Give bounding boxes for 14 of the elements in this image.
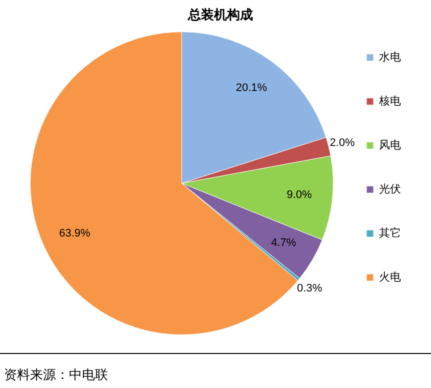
chart-title: 总装机构成 [187, 7, 253, 24]
legend-label: 核电 [378, 94, 401, 108]
legend-label: 其它 [379, 226, 401, 240]
data-label: 9.0% [286, 189, 312, 202]
data-label: 0.3% [297, 282, 322, 294]
data-label: 2.0% [330, 137, 356, 150]
data-label: 63.9% [59, 227, 91, 240]
data-label: 4.7% [271, 237, 296, 250]
text: 资料来源：中电联 [3, 367, 109, 384]
legend-label: 风电 [379, 138, 401, 152]
data-label: 20.1% [236, 82, 268, 94]
legend-label: 水电 [379, 50, 401, 64]
legend-label: 光伏 [379, 182, 401, 196]
legend-label: 火电 [379, 270, 401, 284]
